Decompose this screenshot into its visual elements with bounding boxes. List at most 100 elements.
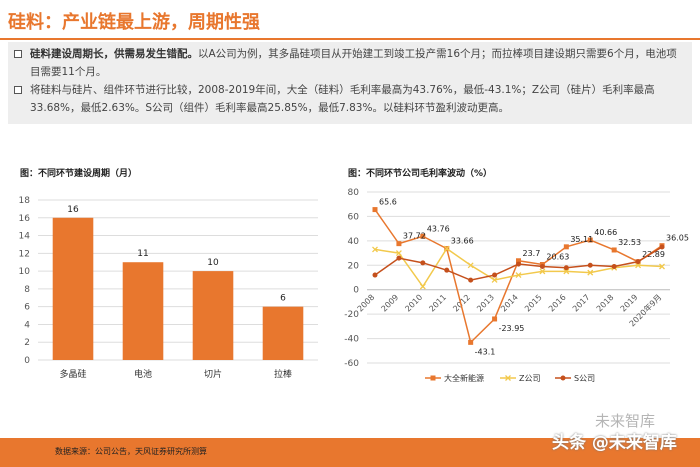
y-tick-label: 20 xyxy=(348,261,360,271)
data-point xyxy=(420,260,426,266)
bar xyxy=(262,306,304,360)
checkbox-square-icon xyxy=(14,50,22,58)
data-point xyxy=(491,276,498,283)
x-tick-label: 2018 xyxy=(595,293,616,314)
data-point xyxy=(516,258,521,264)
data-label: 43.76 xyxy=(427,224,450,233)
y-tick-label: 6 xyxy=(24,303,30,313)
legend-marker xyxy=(505,375,511,381)
x-tick-label: 2009 xyxy=(380,293,401,314)
data-point xyxy=(515,272,522,279)
data-point xyxy=(492,272,498,278)
bar-value-label: 11 xyxy=(137,249,148,259)
y-tick-label: 10 xyxy=(19,267,31,277)
data-point xyxy=(563,244,569,250)
data-point xyxy=(444,267,450,273)
data-point xyxy=(372,272,378,278)
footer-bar xyxy=(0,438,700,467)
y-tick-label: 2 xyxy=(24,338,30,348)
y-tick-label: -60 xyxy=(344,359,359,369)
x-tick-label: 拉棒 xyxy=(274,368,292,380)
data-point xyxy=(563,268,570,275)
y-tick-label: 16 xyxy=(19,214,31,224)
data-point xyxy=(468,339,474,345)
x-tick-label: 2017 xyxy=(571,293,592,314)
watermark-logo: 头条 @未来智库 xyxy=(552,433,677,453)
x-tick-label: 2010 xyxy=(403,293,424,314)
legend-label: S公司 xyxy=(574,374,595,383)
bar xyxy=(122,262,164,360)
data-point xyxy=(635,259,641,265)
x-tick-label: 切片 xyxy=(204,368,222,380)
data-label: -43.1 xyxy=(475,347,496,356)
x-tick-label: 2011 xyxy=(427,293,448,314)
y-tick-label: 18 xyxy=(19,196,31,206)
y-tick-label: 0 xyxy=(353,286,359,296)
data-label: 65.6 xyxy=(379,198,397,207)
title-divider xyxy=(0,38,700,40)
bar-value-label: 10 xyxy=(207,258,219,268)
x-tick-label: 2008 xyxy=(356,293,377,314)
data-label: -23.95 xyxy=(499,324,525,333)
data-point xyxy=(659,244,665,250)
build-cycle-bar-chart: 0 2 4 6 8 10 12 14 16 18 16 多晶硅 11 电池 10 切片 6 拉棒 xyxy=(19,196,318,380)
bar xyxy=(52,217,94,360)
data-label: 20.63 xyxy=(546,253,569,262)
data-point xyxy=(611,247,617,253)
x-tick-label: 电池 xyxy=(134,368,152,380)
left-chart-caption: 图：不同环节建设周期（月） xyxy=(20,169,138,179)
series-line xyxy=(374,247,663,288)
watermark-ghost: 未来智库 xyxy=(595,412,656,430)
title-bar: 硅料：产业链最上游，周期性强 xyxy=(0,0,700,38)
data-label: 37.72 xyxy=(403,232,426,241)
bar-value-label: 6 xyxy=(280,294,286,304)
data-point xyxy=(492,316,498,322)
bullet-item-1: 硅料建设周期长，供需易发生错配。以A公司为例，其多晶硅项目从开始建工到竣工投产需… xyxy=(12,45,686,81)
x-tick-label: 2015 xyxy=(523,293,544,314)
data-point xyxy=(635,262,642,269)
data-point xyxy=(468,277,474,283)
data-point xyxy=(659,263,665,270)
data-label: 23.7 xyxy=(523,249,541,258)
data-point xyxy=(563,265,569,271)
y-tick-label: -20 xyxy=(344,310,359,320)
data-label: 36.05 xyxy=(666,234,689,243)
data-point xyxy=(420,233,426,239)
checkbox-square-icon xyxy=(14,86,22,94)
data-point xyxy=(539,264,545,270)
data-label: 40.66 xyxy=(594,228,617,237)
data-point xyxy=(611,264,617,270)
data-label: 32.53 xyxy=(618,238,641,247)
y-tick-label: 8 xyxy=(24,285,30,295)
data-point xyxy=(516,261,521,267)
legend-label: 大全新能源 xyxy=(444,373,484,383)
x-tick-label: 2019 xyxy=(619,293,640,314)
data-point xyxy=(443,245,450,252)
x-tick-label: 2012 xyxy=(451,293,472,314)
right-chart-caption: 图：不同环节公司毛利率波动（%） xyxy=(348,169,493,179)
data-label: 35.11 xyxy=(570,235,593,244)
data-point xyxy=(587,237,593,243)
data-label: 33.66 xyxy=(451,237,474,246)
data-point xyxy=(372,246,378,253)
data-point xyxy=(395,250,402,257)
data-point xyxy=(372,207,378,213)
bullet-2-text: 将硅料与硅片、组件环节进行比较，2008-2019年间，大全（硅料）毛利率最高为… xyxy=(30,84,655,114)
page-title: 硅料：产业链最上游，周期性强 xyxy=(8,12,260,33)
data-label: 22.89 xyxy=(642,250,665,259)
bar xyxy=(192,271,234,360)
x-tick-label: 2013 xyxy=(475,293,496,314)
bullet-1-text: 以A公司为例，其多晶硅项目从开始建工到竣工投产需16个月；而拉棒项目建设期只需要… xyxy=(30,48,677,78)
data-point xyxy=(539,268,546,275)
x-tick-label: 2016 xyxy=(547,293,568,314)
bullet-panel: 硅料建设周期长，供需易发生错配。以A公司为例，其多晶硅项目从开始建工到竣工投产需… xyxy=(8,42,692,124)
bullet-1-bold: 硅料建设周期长，供需易发生错配。 xyxy=(30,48,198,60)
legend-marker xyxy=(560,375,566,381)
y-tick-label: -40 xyxy=(344,335,359,345)
data-point xyxy=(419,283,426,290)
data-point xyxy=(587,269,594,276)
x-tick-label: 2014 xyxy=(499,293,520,314)
data-point xyxy=(587,262,593,268)
x-tick-label: 多晶硅 xyxy=(59,368,86,380)
